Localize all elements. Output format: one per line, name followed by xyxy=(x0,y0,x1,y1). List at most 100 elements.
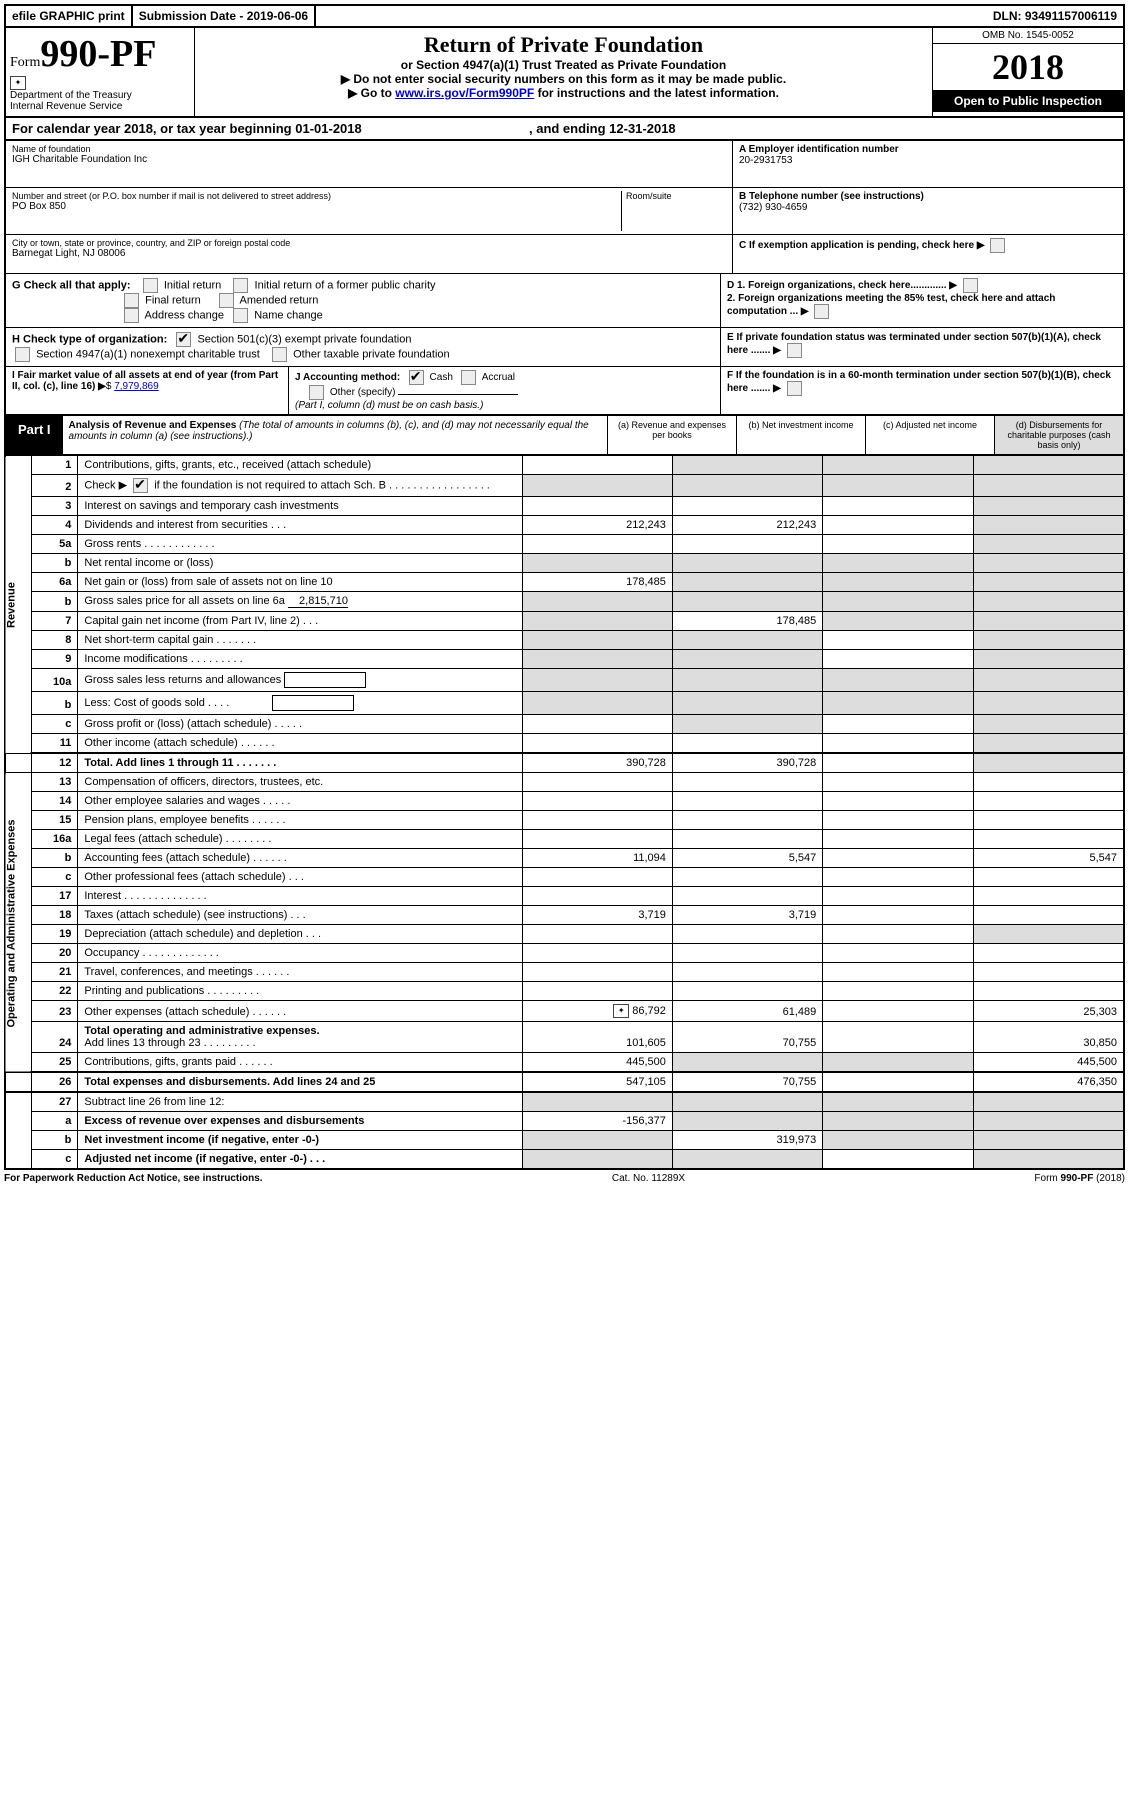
phone-value: (732) 930-4659 xyxy=(739,202,807,213)
efile-label: efile GRAPHIC print xyxy=(6,6,133,26)
d2-cb[interactable] xyxy=(814,304,829,319)
j-note: (Part I, column (d) must be on cash basi… xyxy=(295,400,483,411)
f-cb[interactable] xyxy=(787,381,802,396)
year-begin: 01-01-2018 xyxy=(295,121,362,136)
line-16c: cOther professional fees (attach schedul… xyxy=(5,868,1124,887)
ssn-warning: ▶ Do not enter social security numbers o… xyxy=(199,72,928,86)
j-other-cb[interactable] xyxy=(309,385,324,400)
part1-table: Revenue 1Contributions, gifts, grants, e… xyxy=(4,456,1125,1170)
line-1: Revenue 1Contributions, gifts, grants, e… xyxy=(5,456,1124,475)
section-g-d: G Check all that apply: Initial return I… xyxy=(4,274,1125,328)
h-other: Other taxable private foundation xyxy=(293,348,450,360)
h-501c3: Section 501(c)(3) exempt private foundat… xyxy=(197,333,411,345)
form-ref: Form 990-PF (2018) xyxy=(1034,1173,1125,1184)
fmv-value[interactable]: 7,979,869 xyxy=(114,381,159,392)
line-27a: aExcess of revenue over expenses and dis… xyxy=(5,1112,1124,1131)
g-initial-former-cb[interactable] xyxy=(233,278,248,293)
year-end: 12-31-2018 xyxy=(609,121,676,136)
calendar-year-row: For calendar year 2018, or tax year begi… xyxy=(4,118,1125,141)
g-label: G Check all that apply: xyxy=(12,279,131,291)
line-16b: bAccounting fees (attach schedule) . . .… xyxy=(5,849,1124,868)
h-4947: Section 4947(a)(1) nonexempt charitable … xyxy=(36,348,260,360)
dept-treasury: Department of the Treasury xyxy=(10,90,132,101)
g-initial: Initial return xyxy=(164,279,221,291)
line-19: 19Depreciation (attach schedule) and dep… xyxy=(5,925,1124,944)
j-accrual-cb[interactable] xyxy=(461,370,476,385)
dept-irs: Internal Revenue Service xyxy=(10,101,122,112)
g-address-cb[interactable] xyxy=(124,308,139,323)
line-6a: 6aNet gain or (loss) from sale of assets… xyxy=(5,573,1124,592)
revenue-side-label: Revenue xyxy=(5,456,32,753)
line-5a: 5aGross rents . . . . . . . . . . . . xyxy=(5,535,1124,554)
line-2: 2Check ▶ if the foundation is not requir… xyxy=(5,475,1124,497)
addr-label: Number and street (or P.O. box number if… xyxy=(12,191,621,201)
entity-info: Name of foundation IGH Charitable Founda… xyxy=(4,141,1125,274)
paperwork-notice: For Paperwork Reduction Act Notice, see … xyxy=(4,1173,263,1184)
line-27b: bNet investment income (if negative, ent… xyxy=(5,1131,1124,1150)
d1-label: D 1. Foreign organizations, check here..… xyxy=(727,280,947,291)
line-26: 26Total expenses and disbursements. Add … xyxy=(5,1072,1124,1092)
line-11: 11Other income (attach schedule) . . . .… xyxy=(5,734,1124,754)
line-6b: bGross sales price for all assets on lin… xyxy=(5,592,1124,612)
g-initial-cb[interactable] xyxy=(143,278,158,293)
g-final: Final return xyxy=(145,294,201,306)
goto-prefix: ▶ Go to xyxy=(348,86,395,100)
line-17: 17Interest . . . . . . . . . . . . . . xyxy=(5,887,1124,906)
line-12: 12Total. Add lines 1 through 11 . . . . … xyxy=(5,753,1124,773)
name-label: Name of foundation xyxy=(12,144,726,154)
g-address: Address change xyxy=(145,309,225,321)
cat-no: Cat. No. 11289X xyxy=(612,1173,685,1184)
e-cb[interactable] xyxy=(787,343,802,358)
city-label: City or town, state or province, country… xyxy=(12,238,726,248)
col-d-head: (d) Disbursements for charitable purpose… xyxy=(994,416,1123,454)
schb-cb[interactable] xyxy=(133,478,148,493)
h-4947-cb[interactable] xyxy=(15,347,30,362)
g-amended-cb[interactable] xyxy=(219,293,234,308)
j-cash: Cash xyxy=(430,372,453,383)
h-label: H Check type of organization: xyxy=(12,333,167,345)
line-15: 15Pension plans, employee benefits . . .… xyxy=(5,811,1124,830)
g-final-cb[interactable] xyxy=(124,293,139,308)
g-name-cb[interactable] xyxy=(233,308,248,323)
line-3: 3Interest on savings and temporary cash … xyxy=(5,497,1124,516)
line-10c: cGross profit or (loss) (attach schedule… xyxy=(5,715,1124,734)
form-title: Return of Private Foundation xyxy=(199,32,928,58)
line-10a: 10aGross sales less returns and allowanc… xyxy=(5,669,1124,692)
line-27: 27Subtract line 26 from line 12: xyxy=(5,1092,1124,1112)
h-501c3-cb[interactable] xyxy=(176,332,191,347)
line-18: 18Taxes (attach schedule) (see instructi… xyxy=(5,906,1124,925)
j-accrual: Accrual xyxy=(482,372,515,383)
line-25: 25Contributions, gifts, grants paid . . … xyxy=(5,1053,1124,1073)
attachment-icon[interactable]: ✦ xyxy=(613,1004,629,1018)
section-i-j-f: I Fair market value of all assets at end… xyxy=(4,367,1125,416)
line-20: 20Occupancy . . . . . . . . . . . . . xyxy=(5,944,1124,963)
goto-suffix: for instructions and the latest informat… xyxy=(534,86,779,100)
line-14: 14Other employee salaries and wages . . … xyxy=(5,792,1124,811)
omb-number: OMB No. 1545-0052 xyxy=(933,28,1123,44)
line-9: 9Income modifications . . . . . . . . . xyxy=(5,650,1124,669)
h-other-cb[interactable] xyxy=(272,347,287,362)
irs-link[interactable]: www.irs.gov/Form990PF xyxy=(395,86,534,100)
foundation-name: IGH Charitable Foundation Inc xyxy=(12,154,726,165)
line-27c: cAdjusted net income (if negative, enter… xyxy=(5,1150,1124,1170)
g-initial-former: Initial return of a former public charit… xyxy=(255,279,436,291)
j-cash-cb[interactable] xyxy=(409,370,424,385)
line-4: 4Dividends and interest from securities … xyxy=(5,516,1124,535)
line-7: 7Capital gain net income (from Part IV, … xyxy=(5,612,1124,631)
e-label: E If private foundation status was termi… xyxy=(727,332,1101,356)
c-checkbox[interactable] xyxy=(990,238,1005,253)
j-other: Other (specify) xyxy=(330,387,396,398)
line-24: 24Total operating and administrative exp… xyxy=(5,1022,1124,1053)
col-b-head: (b) Net investment income xyxy=(736,416,865,454)
submission-date: Submission Date - 2019-06-06 xyxy=(133,6,316,26)
form-prefix: Form xyxy=(10,55,40,70)
col-c-head: (c) Adjusted net income xyxy=(865,416,994,454)
d1-cb[interactable] xyxy=(963,278,978,293)
open-inspection: Open to Public Inspection xyxy=(933,90,1123,112)
col-a-head: (a) Revenue and expenses per books xyxy=(607,416,736,454)
phone-label: B Telephone number (see instructions) xyxy=(739,191,924,202)
form-header: Form990-PF ✦ Department of the Treasury … xyxy=(4,28,1125,118)
j-label: J Accounting method: xyxy=(295,372,400,383)
d2-label: 2. Foreign organizations meeting the 85%… xyxy=(727,293,1055,317)
line-21: 21Travel, conferences, and meetings . . … xyxy=(5,963,1124,982)
